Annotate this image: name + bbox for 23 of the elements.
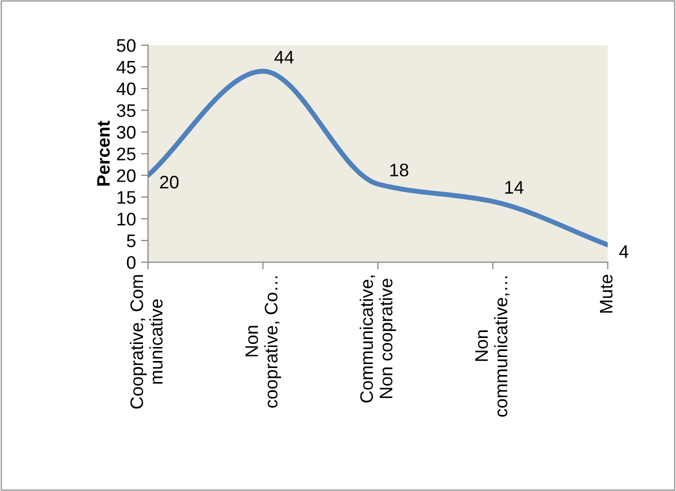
x-tick-label: Cooprative, Com municative: [130, 275, 163, 409]
y-tick-label: 40: [116, 82, 136, 96]
y-tick-label: 35: [116, 104, 136, 117]
x-tick-label: Communicative, Non cooprative: [360, 276, 396, 403]
y-tick-label: 20: [117, 169, 136, 182]
data-label: 18: [390, 164, 408, 176]
y-tick-label: 10: [118, 212, 136, 226]
data-label: 14: [505, 181, 524, 194]
data-label: 20: [160, 176, 179, 189]
x-tick-label: Mute: [600, 274, 613, 313]
y-tick-label: 25: [117, 148, 136, 160]
y-axis-title: Percent: [97, 120, 110, 186]
y-tick-label: 50: [116, 39, 136, 52]
y-tick-label: 15: [118, 191, 136, 204]
x-tick-label: Non communicative,…: [475, 276, 510, 417]
y-tick-label: 5: [126, 234, 136, 248]
data-label: 4: [619, 245, 628, 258]
y-tick-label: 0: [126, 256, 136, 269]
y-tick-label: 30: [116, 126, 136, 139]
x-tick-label: Non cooprative, Co…: [245, 276, 282, 408]
data-label: 44: [274, 50, 294, 64]
y-tick-label: 45: [116, 60, 136, 74]
line-series: [148, 68, 608, 248]
